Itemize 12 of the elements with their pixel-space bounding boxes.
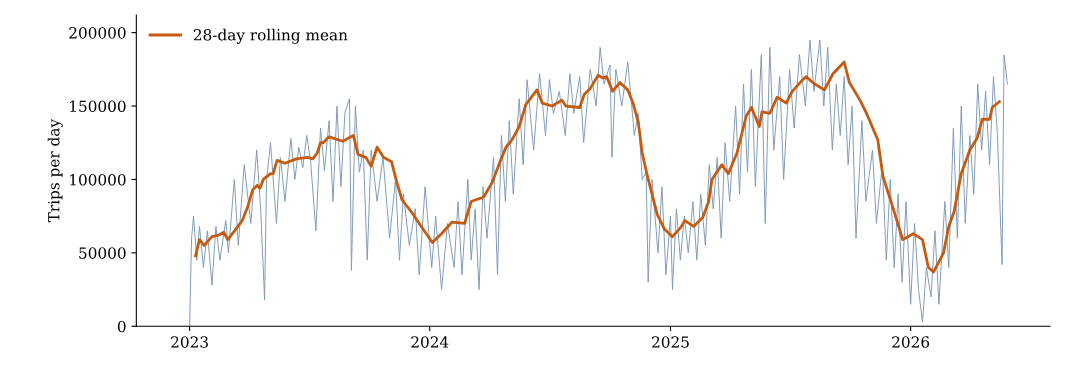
- x-tick-label: 2025: [652, 336, 689, 348]
- legend-label: 28-day rolling mean: [193, 28, 348, 44]
- x-tick-label: 2023: [171, 336, 208, 348]
- x-tick-label: 2026: [892, 336, 930, 348]
- y-tick-label: 150000: [70, 100, 126, 113]
- y-tick-label: 50000: [79, 247, 126, 259]
- line-series: [194, 60, 1001, 274]
- y-tick-label: 100000: [70, 173, 126, 186]
- y-axis-title: Trips per day: [47, 118, 63, 223]
- y-tick-label: 200000: [69, 27, 126, 39]
- y-tick-label: 0: [117, 320, 126, 333]
- x-tick-label: 2024: [411, 336, 449, 348]
